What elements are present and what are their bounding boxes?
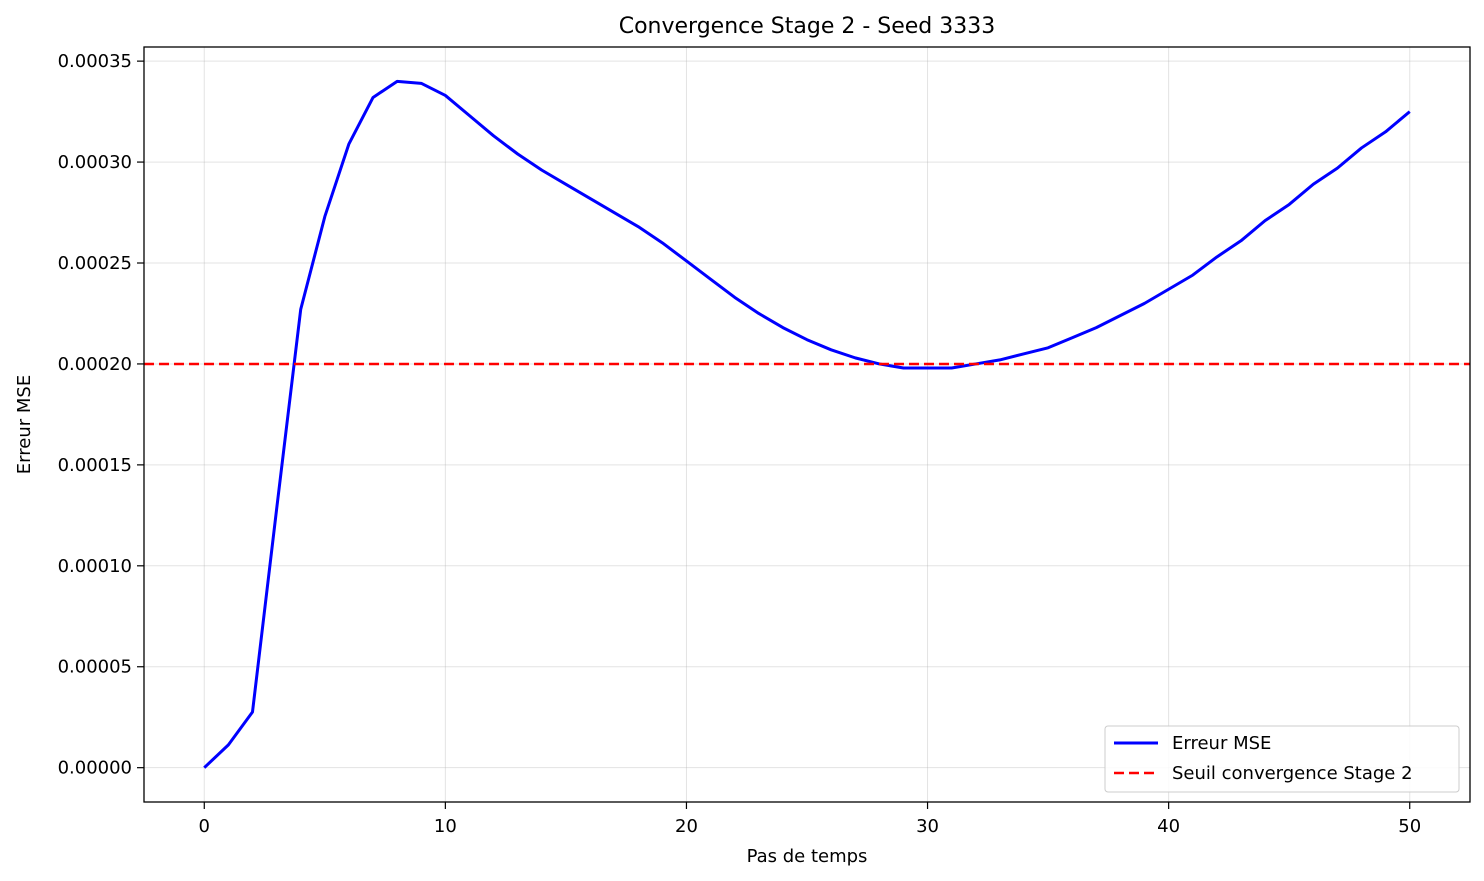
legend-box <box>1104 725 1460 793</box>
y-tick-label: 0.00025 <box>58 253 132 274</box>
y-tick-label: 0.00005 <box>58 657 132 678</box>
x-tick-label: 50 <box>1398 816 1421 837</box>
y-tick-label: 0.00000 <box>58 758 132 779</box>
x-tick-label: 40 <box>1157 816 1180 837</box>
plot-frame <box>143 46 1471 803</box>
legend: Erreur MSE Seuil convergence Stage 2 <box>1104 725 1460 793</box>
x-tick-label: 20 <box>675 816 698 837</box>
y-tick-label: 0.00035 <box>58 51 132 72</box>
x-tick-label: 30 <box>916 816 939 837</box>
legend-label-threshold: Seuil convergence Stage 2 <box>1172 763 1413 784</box>
chart-title: Convergence Stage 2 - Seed 3333 <box>619 14 996 39</box>
legend-label-mse: Erreur MSE <box>1172 733 1271 754</box>
y-tick-label: 0.00030 <box>58 152 132 173</box>
y-tick-label: 0.00010 <box>58 556 132 577</box>
y-tick-label: 0.00020 <box>58 354 132 375</box>
series-line-mse <box>203 79 1411 769</box>
x-axis-label: Pas de temps <box>747 846 868 867</box>
series-layer <box>144 79 1470 769</box>
ticks-layer: 0 10 20 30 40 50 0.00000 0.00005 0.00010 0.00015 0… <box>58 51 1422 837</box>
y-tick-label: 0.00015 <box>58 455 132 476</box>
x-tick-label: 10 <box>434 816 457 837</box>
x-tick-label: 0 <box>199 816 210 837</box>
y-axis-label: Erreur MSE <box>14 375 35 474</box>
